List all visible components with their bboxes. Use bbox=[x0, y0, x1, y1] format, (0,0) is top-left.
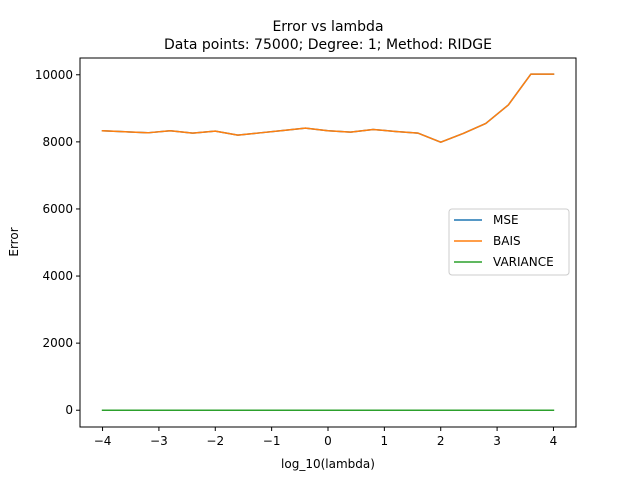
x-tick-label: 0 bbox=[324, 434, 332, 448]
legend: MSE BAIS VARIANCE bbox=[448, 208, 570, 276]
x-tick-label: 2 bbox=[437, 434, 445, 448]
x-tick-label: 4 bbox=[550, 434, 558, 448]
x-tick-label: −2 bbox=[206, 434, 224, 448]
y-axis-ticks: 0 2000 4000 6000 8000 10000 bbox=[35, 68, 80, 417]
y-tick-label: 6000 bbox=[42, 202, 73, 216]
legend-items: MSE BAIS VARIANCE bbox=[454, 213, 554, 269]
x-tick-label: −4 bbox=[94, 434, 112, 448]
x-tick-label: −1 bbox=[263, 434, 281, 448]
x-axis-label: log_10(lambda) bbox=[281, 457, 375, 471]
legend-box bbox=[448, 208, 570, 276]
x-tick-label: 1 bbox=[381, 434, 389, 448]
series-line-bais bbox=[101, 73, 555, 143]
chart-title: Error vs lambda bbox=[272, 19, 383, 35]
x-axis-ticks: −4 −3 −2 −1 0 1 2 3 4 bbox=[94, 427, 558, 448]
legend-label-variance: VARIANCE bbox=[493, 255, 554, 269]
y-tick-label: 2000 bbox=[42, 336, 73, 350]
y-axis-label: Error bbox=[7, 227, 21, 256]
y-tick-label: 0 bbox=[65, 403, 73, 417]
x-tick-label: 3 bbox=[493, 434, 501, 448]
plot-area bbox=[79, 57, 577, 428]
y-tick-label: 8000 bbox=[42, 135, 73, 149]
x-tick-label: −3 bbox=[150, 434, 168, 448]
y-tick-label: 4000 bbox=[42, 269, 73, 283]
legend-label-bais: BAIS bbox=[493, 234, 521, 248]
series-layer bbox=[101, 73, 555, 411]
chart-subtitle: Data points: 75000; Degree: 1; Method: R… bbox=[164, 37, 492, 53]
legend-label-mse: MSE bbox=[493, 213, 519, 227]
y-tick-label: 10000 bbox=[35, 68, 73, 82]
